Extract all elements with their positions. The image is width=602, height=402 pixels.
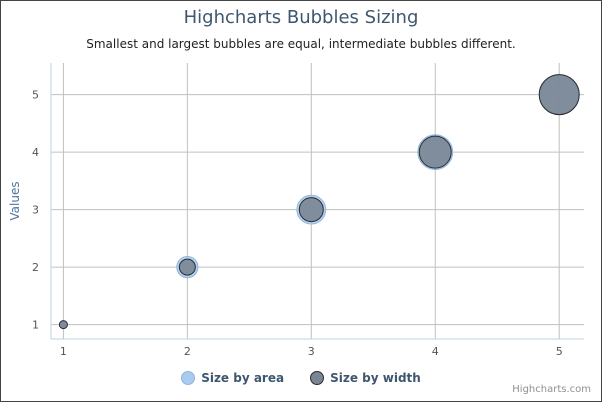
bubble-size-by-width[interactable] xyxy=(538,74,580,116)
bubble-size-by-width[interactable] xyxy=(178,258,196,276)
y-axis-title: Values xyxy=(8,181,22,220)
legend-label-size-by-area: Size by area xyxy=(201,371,285,385)
x-tick-label: 4 xyxy=(432,345,439,358)
legend-symbol-size-by-width xyxy=(310,371,325,385)
chart-title: Highcharts Bubbles Sizing xyxy=(183,7,419,28)
y-tick-label: 5 xyxy=(32,89,39,102)
y-tick-label: 3 xyxy=(32,204,39,217)
legend-symbol-size-by-area xyxy=(181,371,196,385)
credits-link[interactable]: Highcharts.com xyxy=(512,384,591,395)
legend-item-size-by-width[interactable]: Size by width xyxy=(310,371,421,385)
y-tick-label: 4 xyxy=(32,146,39,159)
y-tick-label: 2 xyxy=(32,261,39,274)
x-tick-label: 1 xyxy=(60,345,67,358)
legend-label-size-by-width: Size by width xyxy=(330,371,421,385)
bubble-size-by-width[interactable] xyxy=(418,135,452,169)
chart-subtitle: Smallest and largest bubbles are equal, … xyxy=(86,37,516,51)
legend-item-size-by-area[interactable]: Size by area xyxy=(181,371,284,385)
x-tick-label: 2 xyxy=(184,345,191,358)
y-tick-label: 1 xyxy=(32,319,39,332)
bubble-size-by-width[interactable] xyxy=(58,320,68,330)
bubble-size-by-width[interactable] xyxy=(298,197,324,223)
x-tick-label: 5 xyxy=(556,345,563,358)
x-tick-label: 3 xyxy=(308,345,315,358)
legend: Size by area Size by width xyxy=(1,371,601,385)
